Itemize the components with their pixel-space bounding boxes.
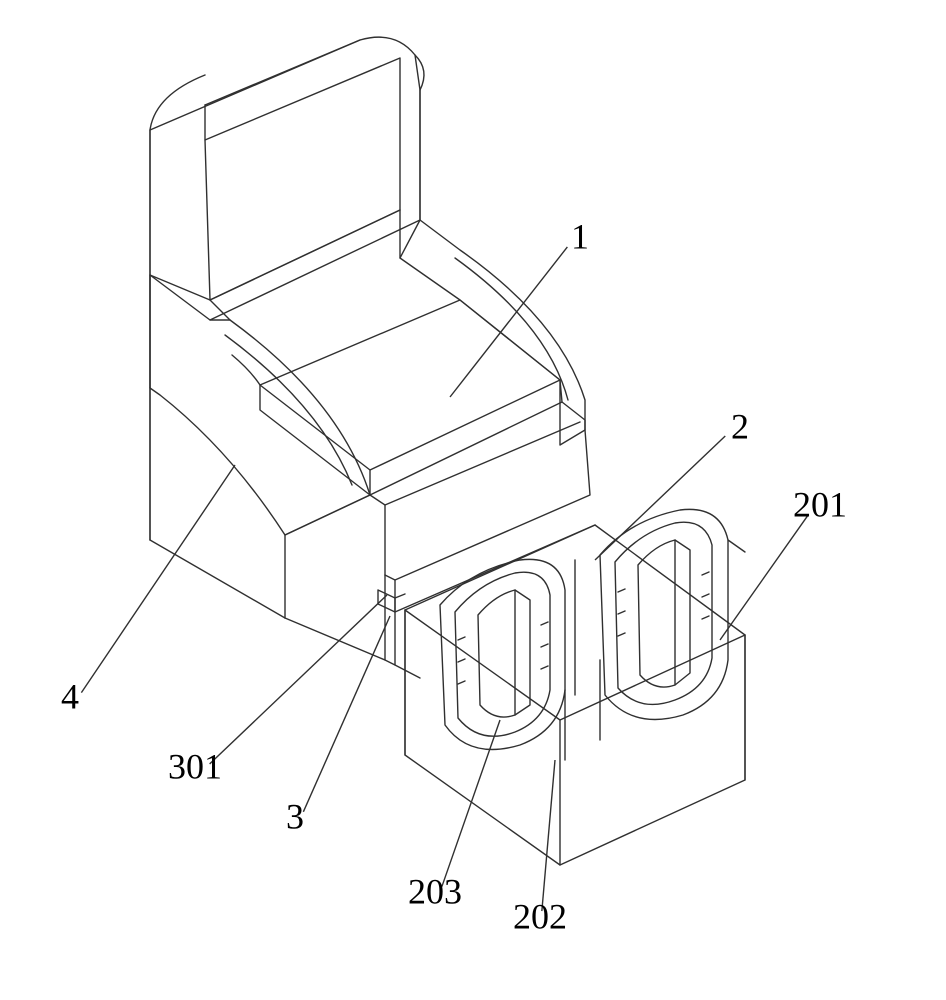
label-201: 201	[793, 484, 847, 524]
label-2: 2	[731, 406, 749, 446]
chair-drawing	[150, 37, 745, 865]
leader-c1	[450, 247, 567, 397]
leader-c2	[595, 436, 725, 560]
label-202: 202	[513, 896, 567, 936]
label-1: 1	[571, 216, 589, 256]
leader-c4	[81, 465, 235, 693]
patent-figure: 1 2 3 4 201 202 203 301	[0, 0, 946, 1000]
label-4: 4	[61, 676, 79, 716]
callouts: 1 2 3 4 201 202 203 301	[61, 216, 847, 936]
leader-c301	[210, 595, 387, 764]
label-301: 301	[168, 746, 222, 786]
leader-c3	[303, 616, 390, 812]
label-3: 3	[286, 796, 304, 836]
leader-c201	[720, 515, 808, 640]
label-203: 203	[408, 871, 462, 911]
leader-c203	[442, 720, 500, 887]
leader-c202	[542, 760, 555, 911]
